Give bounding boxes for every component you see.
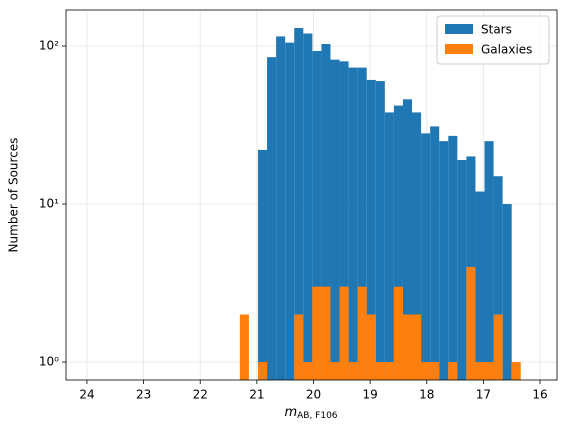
bar: [239, 314, 249, 380]
bar: [430, 362, 440, 380]
bar: [375, 81, 385, 381]
bar: [412, 112, 422, 380]
bar: [303, 362, 313, 380]
bar: [421, 133, 431, 380]
bar: [484, 362, 494, 380]
x-tick-label: 17: [476, 388, 491, 402]
bar: [267, 57, 277, 380]
bar: [412, 314, 422, 380]
plot-frame: [65, 9, 558, 381]
bar: [348, 67, 358, 380]
bar: [294, 314, 304, 380]
bar: [357, 67, 367, 380]
bar: [421, 362, 431, 380]
legend-swatch: [445, 24, 473, 34]
bar: [375, 362, 385, 380]
bar: [493, 314, 503, 380]
bar: [312, 286, 322, 380]
y-tick-label: 10⁰: [39, 355, 59, 369]
x-axis-label-sub: AB, F106: [297, 411, 338, 421]
bar: [475, 362, 485, 380]
bar: [366, 79, 376, 381]
legend-label: Stars: [481, 23, 512, 37]
bar: [276, 36, 286, 381]
x-tick-label: 23: [136, 388, 151, 402]
bar: [484, 141, 494, 380]
bar: [384, 362, 394, 380]
bar: [384, 112, 394, 380]
bar: [294, 28, 304, 380]
x-tick-label: 21: [249, 388, 264, 402]
y-axis-label: Number of Sources: [7, 138, 21, 253]
bar: [393, 286, 403, 380]
bar: [312, 50, 322, 381]
bar: [339, 286, 349, 380]
bar: [257, 362, 268, 380]
bar: [366, 314, 376, 380]
bar: [303, 33, 313, 380]
x-tick-label: 24: [79, 388, 94, 402]
bar: [339, 61, 349, 381]
bar: [321, 43, 331, 380]
x-axis-label-main: m: [284, 405, 297, 420]
y-tick-label: 10¹: [39, 197, 59, 211]
bar: [393, 105, 403, 380]
bar: [457, 159, 467, 380]
bar: [330, 362, 340, 380]
bar: [402, 99, 413, 380]
bar: [257, 149, 268, 380]
bar: [439, 141, 449, 380]
bar: [430, 126, 440, 380]
x-tick-label: 22: [193, 388, 208, 402]
bar: [511, 362, 521, 380]
bar: [448, 135, 458, 380]
bar: [502, 204, 512, 380]
bar: [493, 176, 503, 380]
bar: [357, 286, 367, 380]
y-tick-label: 10²: [39, 39, 59, 53]
bar: [402, 314, 413, 380]
x-tick-label: 19: [362, 388, 377, 402]
bar: [321, 286, 331, 380]
bar: [475, 191, 485, 380]
x-axis-label: mAB, F106: [284, 405, 337, 421]
bar: [348, 362, 358, 380]
x-tick-label: 16: [532, 388, 547, 402]
bar: [285, 42, 295, 380]
bar: [330, 59, 340, 381]
legend-swatch: [445, 44, 473, 54]
legend-label: Galaxies: [481, 43, 532, 57]
legend: Stars Galaxies: [436, 15, 550, 65]
x-tick-label: 18: [419, 388, 434, 402]
bar: [466, 266, 476, 380]
x-tick-label: 20: [306, 388, 321, 402]
bar: [448, 362, 458, 380]
